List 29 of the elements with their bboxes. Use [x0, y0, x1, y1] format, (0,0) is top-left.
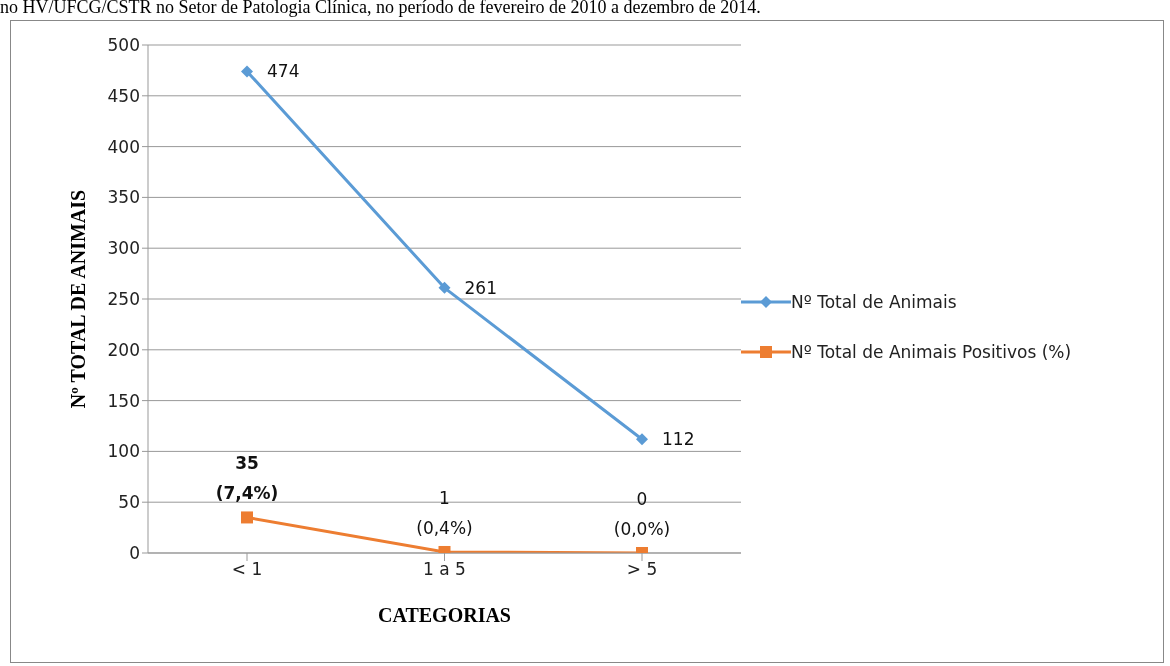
point: [636, 433, 648, 446]
legend-label: Nº Total de Animais Positivos (%): [791, 340, 1072, 364]
x-tick-label: > 5: [626, 559, 658, 580]
legend-label: Nº Total de Animais: [791, 290, 957, 314]
y-tick-label: 500: [107, 35, 140, 56]
text: no HV/UFCG/CSTR no Setor de Patologia Clínica, no período de fevereiro de 2010 a dezembro de 2014.: [0, 0, 761, 17]
y-tick-label: 400: [107, 136, 140, 157]
y-tick-label: 200: [107, 339, 140, 360]
y-tick-label: 50: [118, 492, 140, 513]
point: [241, 511, 253, 524]
data-label: 261: [464, 277, 497, 298]
x-tick-label: 1 a 5: [423, 559, 466, 580]
y-tick-label: 0: [129, 543, 140, 564]
y-tick-label: 450: [107, 85, 140, 106]
data-label: 474: [267, 61, 300, 82]
data-label: 112: [662, 429, 695, 450]
point: [438, 281, 451, 294]
y-tick-label: 250: [107, 289, 140, 310]
data-label: 35 (7,4%): [215, 453, 279, 504]
point: [241, 65, 253, 78]
y-tick-label: 300: [107, 238, 140, 259]
x-axis-title: CATEGORIAS: [378, 604, 511, 627]
y-tick-label: 350: [107, 187, 140, 208]
y-axis-title: Nº TOTAL DE ANIMAIS: [67, 189, 90, 409]
data-label: 0 (0,0%): [613, 489, 671, 539]
x-tick-label: < 1: [231, 559, 263, 580]
y-tick-label: 100: [107, 441, 140, 462]
y-tick-label: 150: [107, 390, 140, 411]
data-label: 1 (0,4%): [416, 487, 473, 538]
